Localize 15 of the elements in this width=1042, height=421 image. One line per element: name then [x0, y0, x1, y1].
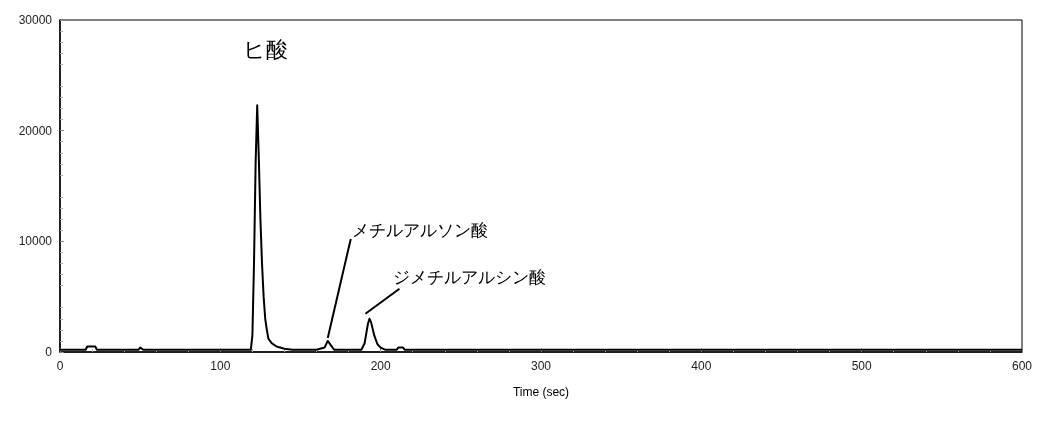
x-tick-label: 400: [691, 359, 712, 373]
annotation: ヒ酸: [242, 37, 288, 63]
x-axis-title: Time (sec): [512, 385, 570, 399]
x-tick-label: 500: [851, 359, 872, 373]
y-tick-label: 30000: [18, 13, 53, 27]
y-tick-label: 10000: [18, 234, 53, 249]
x-tick-label: 100: [210, 359, 231, 373]
annotation: ジメチルアルシン酸: [392, 266, 546, 287]
y-tick-label: 0: [45, 345, 53, 359]
x-tick-label: 300: [530, 359, 552, 373]
y-tick-label: 20000: [18, 123, 53, 138]
x-tick-label: 0: [56, 359, 64, 373]
x-tick-label: 600: [1011, 359, 1033, 373]
annotation: メチルアルソン酸: [351, 219, 488, 240]
x-tick-label: 200: [370, 359, 391, 373]
